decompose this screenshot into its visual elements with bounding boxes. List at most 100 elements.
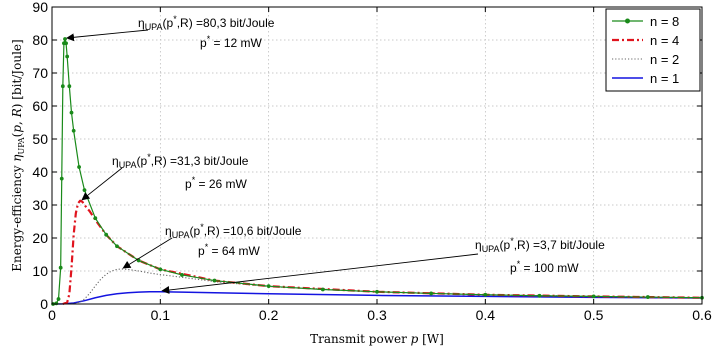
series-point-8 bbox=[266, 284, 271, 289]
annotation-eta-text: ηUPA(p*,R) =31,3 bit/Joule bbox=[112, 152, 249, 170]
series-point-8 bbox=[77, 165, 81, 169]
y-axis-label-open: ( bbox=[10, 133, 24, 138]
x-axis-label-var: p bbox=[411, 332, 419, 346]
y-tick-label: 40 bbox=[32, 164, 48, 180]
series-point-8 bbox=[645, 295, 650, 299]
series-point-8 bbox=[180, 273, 184, 277]
annotation-eta-text: ηUPA(p*,R) =10,6 bit/Joule bbox=[165, 222, 302, 240]
annotation-arrow bbox=[66, 29, 149, 42]
series-point-8 bbox=[115, 244, 119, 249]
y-axis-label-sub: UPA bbox=[17, 137, 26, 154]
series-point-8 bbox=[93, 216, 98, 221]
annotation-eta-value: ,R) =10,6 bit/Joule bbox=[204, 224, 302, 238]
legend-item: n = 4 bbox=[612, 33, 679, 48]
annotation-p-star: * bbox=[207, 34, 211, 44]
y-tick-label: 90 bbox=[32, 0, 48, 15]
annotation-eta-sub: UPA bbox=[119, 160, 137, 170]
annotation-eta-open: (p bbox=[500, 238, 511, 252]
annotation-eta-value: ,R) =3,7 bit/Joule bbox=[514, 238, 605, 252]
annotation-eta-text: ηUPA(p*,R) =3,7 bit/Joule bbox=[475, 236, 605, 254]
annotation-eta-text: ηUPA(p*,R) =80,3 bit/Joule bbox=[138, 14, 275, 32]
x-tick-label: 0 bbox=[48, 307, 56, 323]
series-point-8 bbox=[212, 278, 217, 283]
series-point-8 bbox=[58, 265, 63, 270]
legend-label: n = 4 bbox=[650, 33, 679, 48]
x-tick-label: 0.6 bbox=[692, 307, 712, 323]
annotation-eta-sub: UPA bbox=[145, 22, 163, 32]
annotation-eta: η bbox=[138, 16, 145, 30]
series-point-8 bbox=[67, 84, 72, 89]
y-axis-label-p: p bbox=[10, 125, 24, 133]
series-point-8 bbox=[158, 267, 163, 272]
grid-lines bbox=[52, 7, 702, 304]
y-axis-label: Energy-efficiency ηUPA(p, R) [bit/Joule] bbox=[10, 39, 26, 271]
legend-label: n = 8 bbox=[650, 14, 679, 29]
x-axis-label-text: Transmit power bbox=[310, 332, 410, 346]
y-axis-label-eta: η bbox=[10, 154, 24, 162]
annotation-p-text: p* = 64 mW bbox=[198, 242, 261, 258]
legend: n = 8 n = 4 n = 2 n = 1 bbox=[605, 8, 701, 92]
annotation-eta-open: (p bbox=[190, 224, 201, 238]
annotation-arrow bbox=[81, 167, 123, 201]
y-tick-label: 0 bbox=[40, 296, 48, 312]
annotation-p-star: * bbox=[192, 175, 196, 185]
legend-label: n = 1 bbox=[650, 71, 679, 86]
series-point-8 bbox=[483, 292, 488, 297]
x-tick-label: 0.3 bbox=[367, 307, 387, 323]
y-tick-label: 50 bbox=[32, 131, 48, 147]
data-series bbox=[51, 37, 704, 306]
annotation-p-value: = 100 mW bbox=[520, 261, 579, 275]
y-axis-label-text: Energy-efficiency bbox=[10, 162, 24, 272]
series-point-8 bbox=[82, 188, 87, 193]
series-point-8 bbox=[71, 128, 76, 133]
y-tick-label: 30 bbox=[32, 197, 48, 213]
axis-ticks: 0 0.1 0.2 0.3 0.4 0.5 0.6 0 10 20 30 40 50 60 70 80 90 bbox=[32, 0, 712, 323]
series-point-8 bbox=[537, 293, 542, 298]
annotation-eta-star: * bbox=[173, 14, 177, 24]
series-point-8 bbox=[375, 289, 379, 294]
annotation-arrow bbox=[161, 253, 479, 294]
annotation-eta-star: * bbox=[200, 222, 204, 232]
y-axis-label-unit: ) [bit/Joule] bbox=[10, 39, 24, 108]
series-point-8 bbox=[429, 291, 434, 296]
annotation-eta-open: (p bbox=[137, 154, 148, 168]
annotation-eta-value: ,R) =80,3 bit/Joule bbox=[177, 16, 275, 30]
y-tick-label: 70 bbox=[32, 65, 48, 81]
series-point-8 bbox=[59, 176, 64, 181]
y-tick-label: 10 bbox=[32, 263, 48, 279]
x-axis-label: Transmit power p [W] bbox=[310, 332, 444, 346]
series-point-8 bbox=[63, 37, 67, 41]
series-point-8 bbox=[104, 232, 109, 237]
series-point-8 bbox=[69, 110, 74, 115]
y-axis-label-comma: , bbox=[10, 117, 24, 125]
y-tick-label: 20 bbox=[32, 230, 48, 246]
legend-item: n = 1 bbox=[612, 71, 679, 86]
x-axis-label-unit: [W] bbox=[418, 332, 444, 346]
legend-item: n = 2 bbox=[612, 52, 679, 67]
annotation-p: p bbox=[510, 261, 517, 275]
legend-label: n = 2 bbox=[650, 52, 679, 67]
annotation-p-text: p* = 100 mW bbox=[510, 259, 579, 275]
x-tick-label: 0.5 bbox=[584, 307, 604, 323]
annotation-p-value: = 64 mW bbox=[208, 244, 260, 258]
annotation-eta: η bbox=[475, 238, 482, 252]
x-tick-label: 0.2 bbox=[259, 307, 279, 323]
legend-item: n = 8 bbox=[612, 14, 679, 29]
annotation-2: ηUPA(p*,R) =31,3 bit/Joule p* = 26 mW bbox=[81, 152, 249, 201]
annotation-eta-open: (p bbox=[163, 16, 174, 30]
annotation-p-star: * bbox=[517, 259, 521, 269]
annotation-eta: η bbox=[165, 224, 172, 238]
series-line-2 bbox=[68, 268, 703, 305]
annotation-p-value: = 12 mW bbox=[210, 36, 262, 50]
annotation-p: p bbox=[198, 244, 205, 258]
series-point-8 bbox=[591, 294, 596, 299]
series-point-8 bbox=[64, 41, 68, 46]
annotation-p-value: = 26 mW bbox=[195, 177, 247, 191]
series-point-8 bbox=[65, 54, 70, 59]
annotation-p: p bbox=[200, 36, 207, 50]
annotation-p: p bbox=[185, 177, 192, 191]
annotation-eta-sub: UPA bbox=[172, 230, 190, 240]
